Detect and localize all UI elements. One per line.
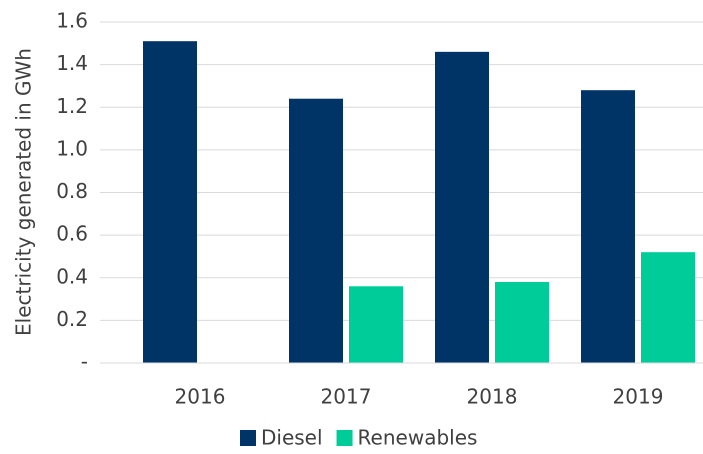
legend-label: Diesel	[261, 426, 323, 450]
x-tick-label: 2017	[321, 385, 372, 409]
y-tick-label: 0.6	[56, 222, 88, 246]
y-tick-label: 1.4	[56, 51, 88, 75]
bar	[581, 90, 635, 363]
bar	[641, 252, 695, 363]
y-axis-label: Electricity generated in GWh	[12, 48, 36, 336]
bar	[289, 98, 343, 363]
legend-label: Renewables	[358, 426, 478, 450]
bar	[435, 51, 489, 364]
x-tick-label: 2016	[175, 385, 226, 409]
x-tick-label: 2018	[467, 385, 518, 409]
legend-swatch	[240, 430, 256, 446]
bar	[143, 41, 197, 364]
y-tick-label: 0.4	[56, 264, 88, 288]
y-tick-label: 1.2	[56, 94, 88, 118]
bar	[349, 286, 403, 363]
legend-swatch	[336, 430, 353, 446]
y-tick-label: 0.2	[56, 307, 88, 331]
y-tick-label: -	[81, 350, 88, 374]
x-tick-label: 2019	[613, 385, 664, 409]
bar	[495, 282, 549, 363]
y-tick-label: 1.0	[56, 136, 88, 160]
y-tick-label: 0.8	[56, 179, 88, 203]
y-tick-label: 1.6	[56, 9, 88, 33]
